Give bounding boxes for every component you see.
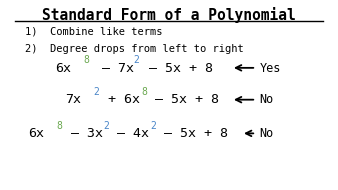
Text: – 7x: – 7x: [94, 62, 134, 75]
Text: 7x: 7x: [65, 93, 81, 106]
Text: 8: 8: [57, 121, 63, 131]
Text: 8: 8: [83, 55, 89, 65]
Text: – 4x: – 4x: [109, 127, 149, 140]
Text: 8: 8: [142, 87, 147, 97]
Text: Standard Form of a Polynomial: Standard Form of a Polynomial: [42, 7, 296, 23]
Text: 2: 2: [134, 55, 140, 65]
Text: 2: 2: [150, 121, 156, 131]
Text: – 3x: – 3x: [63, 127, 103, 140]
Text: 1)  Combine like terms: 1) Combine like terms: [25, 27, 162, 37]
Text: – 5x + 8: – 5x + 8: [156, 127, 228, 140]
Text: 2: 2: [94, 87, 99, 97]
Text: Yes: Yes: [260, 62, 281, 75]
Text: 2: 2: [103, 121, 109, 131]
Text: + 6x: + 6x: [100, 93, 140, 106]
Text: No: No: [260, 93, 274, 106]
Text: 6x: 6x: [55, 62, 71, 75]
Text: No: No: [260, 127, 274, 140]
Text: – 5x + 8: – 5x + 8: [147, 93, 219, 106]
Text: – 5x + 8: – 5x + 8: [141, 62, 213, 75]
Text: 2)  Degree drops from left to right: 2) Degree drops from left to right: [25, 44, 244, 54]
Text: 6x: 6x: [28, 127, 44, 140]
